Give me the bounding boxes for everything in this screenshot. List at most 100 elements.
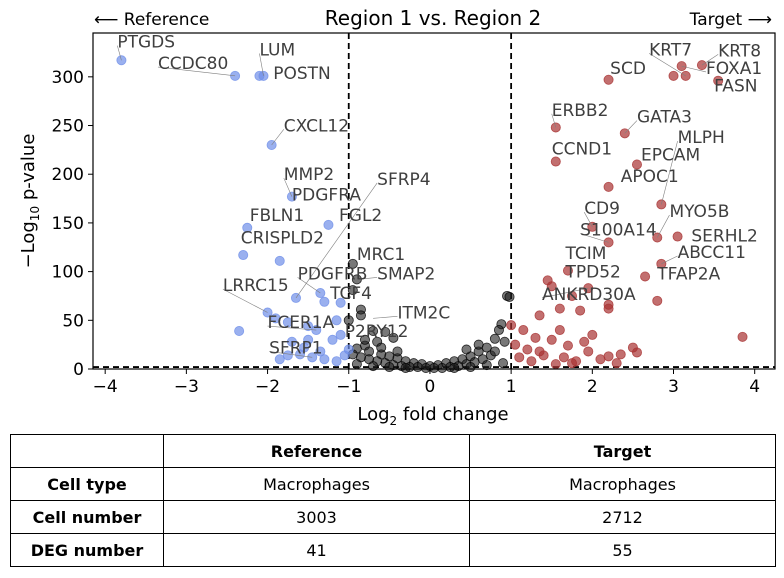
leader-line xyxy=(701,54,719,66)
data-point xyxy=(376,342,387,353)
gene-label: CXCL12 xyxy=(284,116,349,136)
data-point xyxy=(522,344,533,355)
y-tick-label: 150 xyxy=(52,214,84,234)
leader-line xyxy=(624,120,638,134)
leader-line xyxy=(681,65,707,73)
data-points xyxy=(116,55,748,374)
gene-label: CCND1 xyxy=(552,140,612,160)
summary-table: Reference Target Cell type Macrophages M… xyxy=(10,434,776,567)
data-point xyxy=(627,342,638,353)
x-tick-label: 3 xyxy=(668,377,679,397)
data-point xyxy=(303,334,314,345)
leader-line xyxy=(661,255,678,265)
data-point xyxy=(499,336,510,347)
data-point xyxy=(489,346,500,357)
data-point xyxy=(510,339,521,350)
data-point xyxy=(672,231,683,242)
data-point xyxy=(238,250,249,261)
cell-type-target: Macrophages xyxy=(469,467,776,501)
data-point xyxy=(583,346,594,357)
row-label-cell-number: Cell number xyxy=(10,500,164,534)
gene-label: LUM xyxy=(259,40,295,60)
leader-line xyxy=(267,325,317,331)
row-label-deg-number: DEG number xyxy=(10,533,164,567)
chart-title: Region 1 vs. Region 2 xyxy=(325,6,541,30)
data-point xyxy=(546,334,557,345)
data-point xyxy=(384,362,395,373)
data-point xyxy=(562,265,573,276)
data-point xyxy=(355,310,366,321)
data-point xyxy=(343,344,354,355)
data-point xyxy=(603,303,614,314)
x-tick-label: 1 xyxy=(506,377,517,397)
data-point xyxy=(631,159,642,170)
data-point xyxy=(668,70,679,81)
data-point xyxy=(335,329,346,340)
data-point xyxy=(652,295,663,306)
leader-line xyxy=(356,277,378,280)
data-point xyxy=(680,70,691,81)
data-point xyxy=(282,317,293,328)
data-point xyxy=(368,326,379,337)
volcano-plot: ⟵ Reference Region 1 vs. Region 2 Target… xyxy=(18,6,776,428)
data-point xyxy=(506,320,517,331)
deg-number-target: 55 xyxy=(469,533,776,567)
data-point xyxy=(392,346,403,357)
data-point xyxy=(319,296,330,307)
gene-label: FGL2 xyxy=(339,206,382,226)
gene-label: ABCC11 xyxy=(678,243,746,263)
data-point xyxy=(282,350,293,361)
data-point xyxy=(713,75,724,86)
cell-number-reference: 3003 xyxy=(163,500,470,534)
gene-label: MYO5B xyxy=(669,202,729,222)
x-tick-label: 4 xyxy=(749,377,760,397)
leader-line xyxy=(222,288,268,313)
plot-frame xyxy=(92,32,776,370)
leader-line xyxy=(541,287,589,299)
gene-label: P2RY12 xyxy=(345,322,409,342)
leader-line xyxy=(661,140,678,205)
gene-label: CD9 xyxy=(584,199,620,219)
data-point xyxy=(737,331,748,342)
y-tick-label: 100 xyxy=(52,263,84,283)
gene-label: POSTN xyxy=(273,64,331,84)
leader-line xyxy=(283,177,293,197)
data-point xyxy=(558,352,569,363)
right-arrow: ⟶ xyxy=(742,10,772,30)
data-point xyxy=(534,310,545,321)
gene-label: FASN xyxy=(714,76,757,96)
table-header-target: Target xyxy=(469,434,776,468)
right-direction-text: Target xyxy=(689,10,743,30)
data-point xyxy=(611,358,622,369)
data-point xyxy=(116,55,127,66)
data-point xyxy=(465,362,476,373)
data-point xyxy=(595,354,606,365)
data-point xyxy=(461,344,472,355)
x-tick-label: −1 xyxy=(336,377,361,397)
table-header-reference: Reference xyxy=(163,434,470,468)
table-row: Cell type Macrophages Macrophages xyxy=(10,467,776,501)
data-point xyxy=(331,315,342,326)
data-point xyxy=(286,336,297,347)
data-point xyxy=(526,356,537,367)
gene-label: SFRP4 xyxy=(377,170,430,190)
data-point xyxy=(493,325,504,336)
x-axis: −4 −3 −2 −1 0 1 2 3 4 xyxy=(93,369,760,397)
data-point xyxy=(603,74,614,85)
x-tick-label: −3 xyxy=(174,377,199,397)
data-point xyxy=(579,336,590,347)
leader-line xyxy=(295,182,378,299)
data-point xyxy=(274,354,285,365)
data-point xyxy=(327,334,338,345)
gene-label: APOC1 xyxy=(621,167,679,187)
data-point xyxy=(449,363,460,374)
table-header-row: Reference Target xyxy=(10,434,776,468)
data-point xyxy=(347,258,358,269)
data-point xyxy=(562,340,573,351)
gene-label: SFRP1 xyxy=(269,338,322,358)
leader-line xyxy=(657,214,670,238)
gene-label: ANKRD30A xyxy=(542,285,636,305)
gene-label: GATA3 xyxy=(637,108,692,128)
gene-label: SCD xyxy=(610,59,646,79)
